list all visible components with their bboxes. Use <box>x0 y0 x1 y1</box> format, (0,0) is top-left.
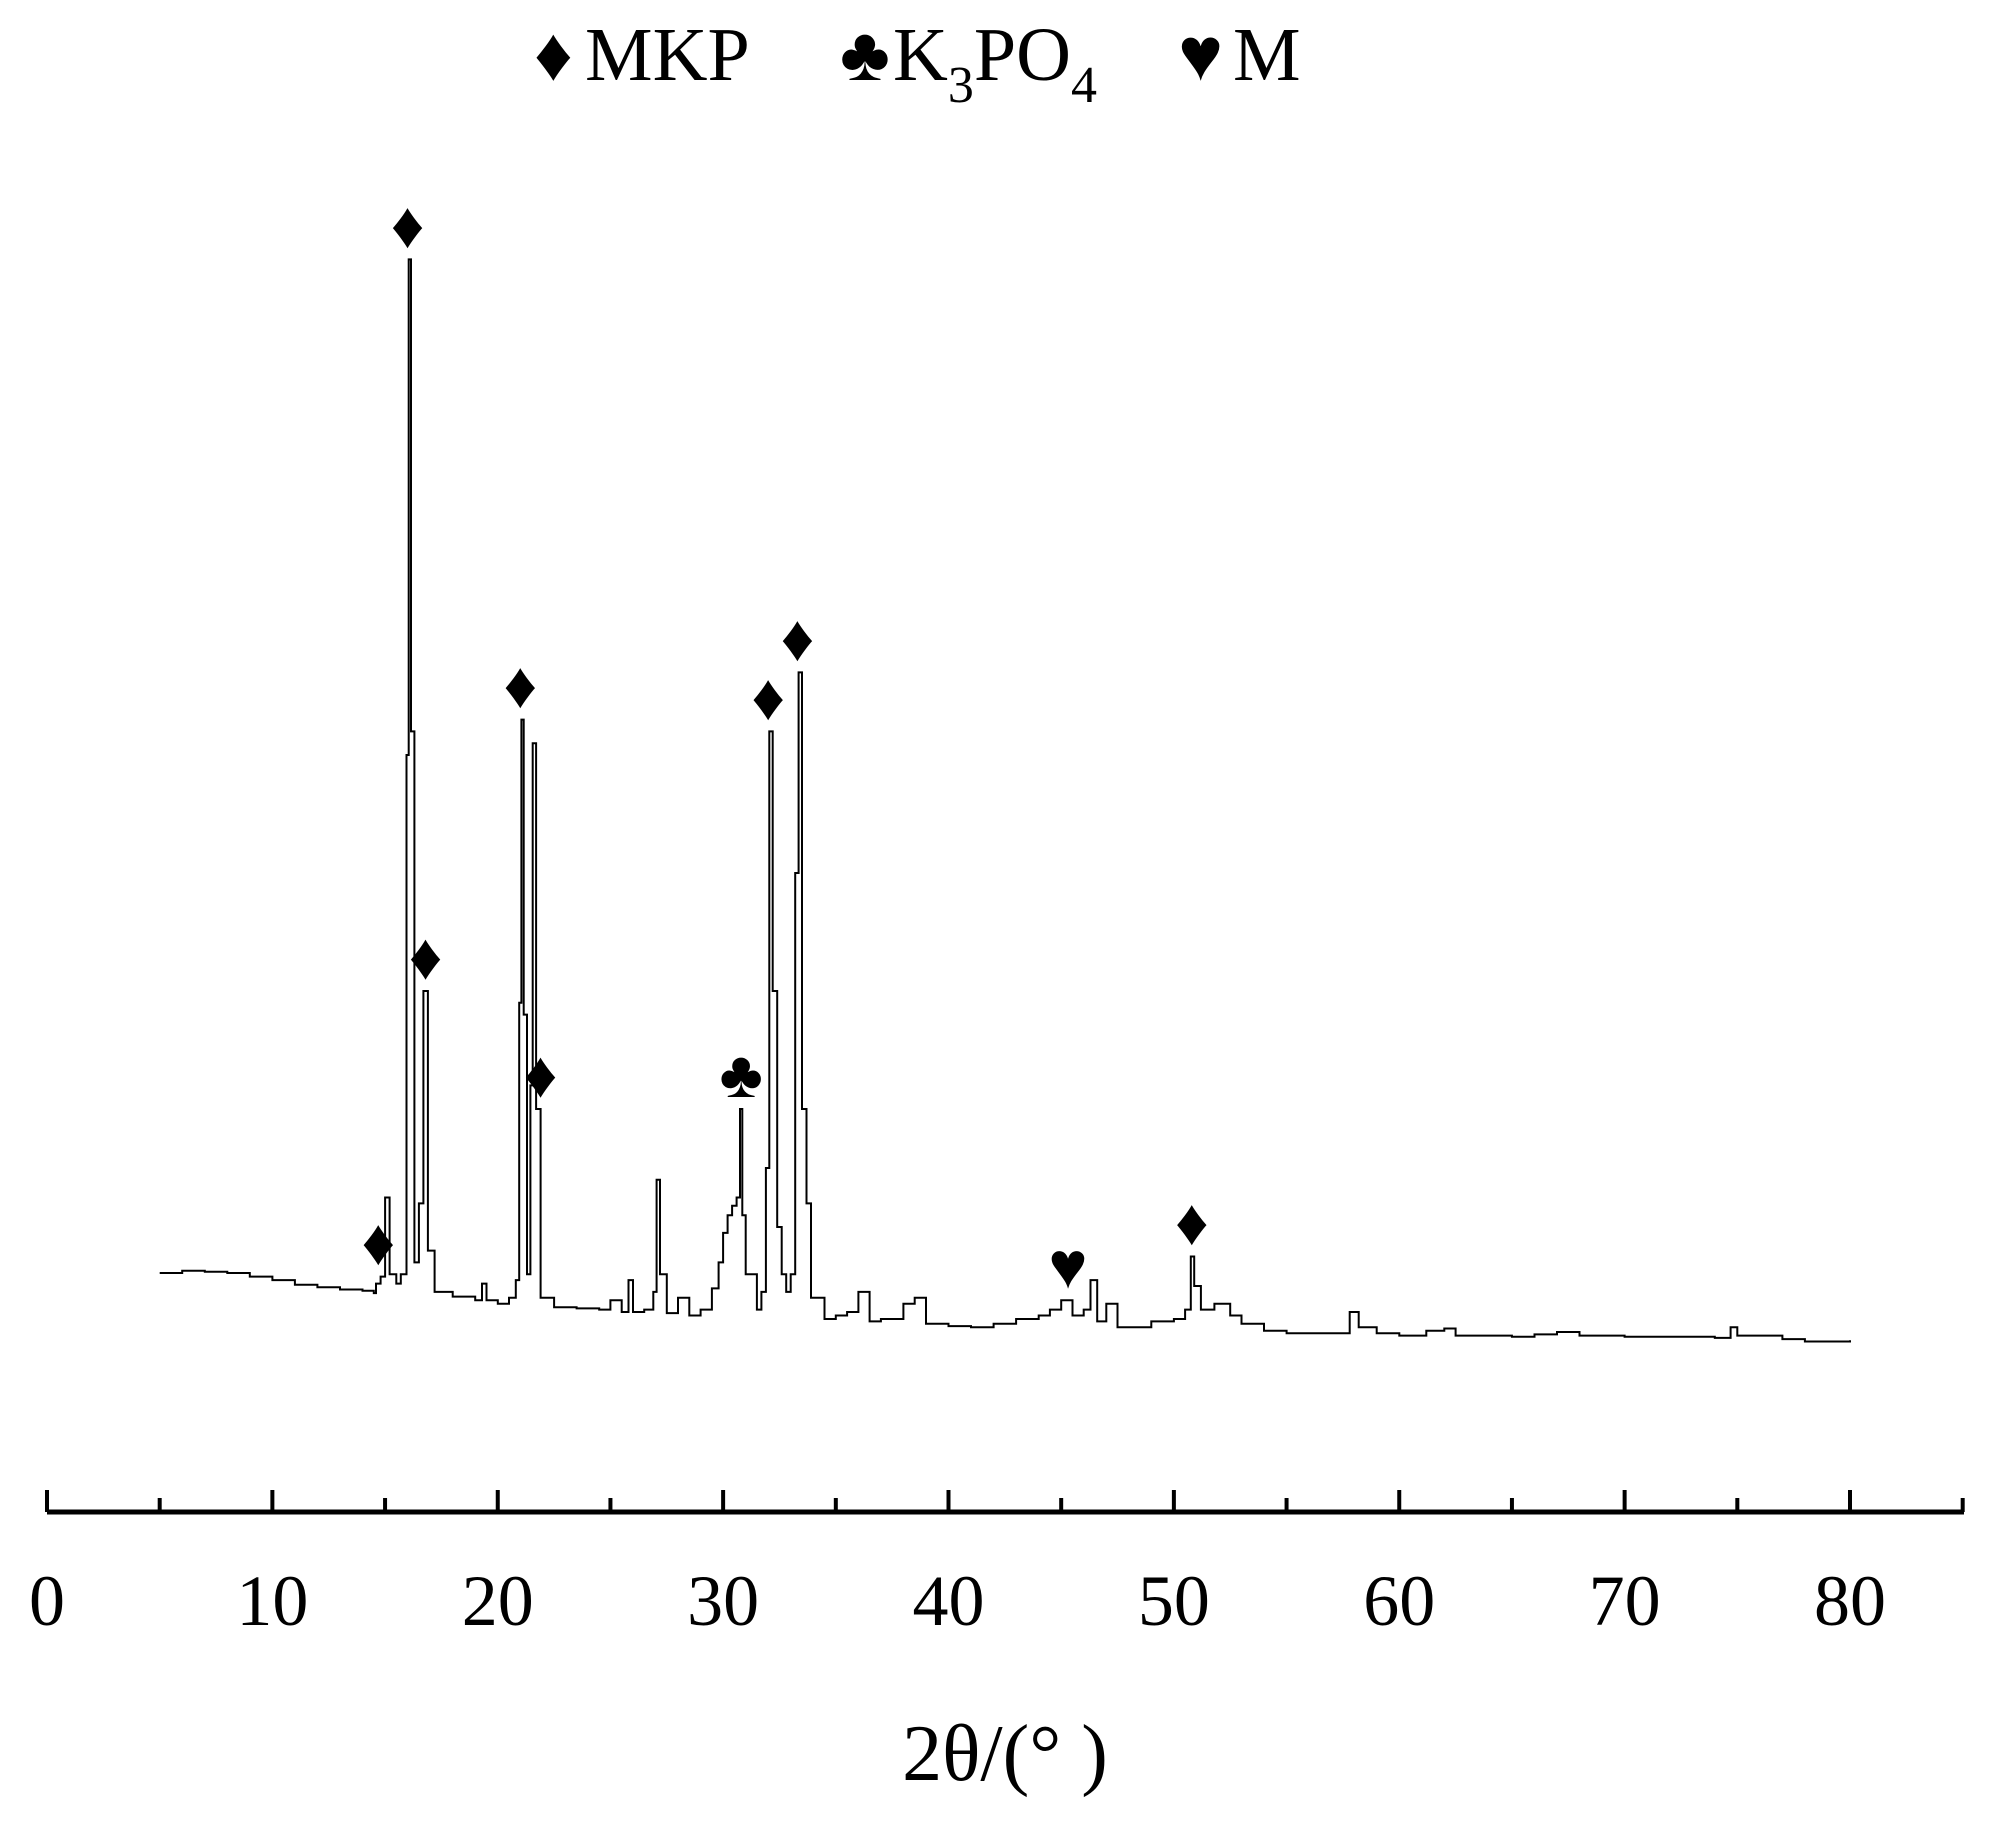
peak-markers: ♦♦♦♦♦ ♣♦♦♥♦ <box>361 189 1208 1303</box>
xrd-pattern-line <box>159 258 1851 1343</box>
peak-marker-diamond-icon: ♦ <box>524 1039 558 1112</box>
legend-label-m: M <box>1233 13 1301 97</box>
x-axis: 0 10 20 30 40 50 60 70 80 <box>29 1490 1965 1641</box>
x-axis-title: 2θ/(° ) <box>902 1710 1108 1798</box>
peak-marker-club-icon: ♣ <box>719 1039 762 1112</box>
legend-label-po: PO <box>974 13 1071 97</box>
peak-marker-diamond-icon: ♦ <box>361 1207 395 1280</box>
x-tick-label: 40 <box>913 1561 985 1641</box>
legend-symbol-club-icon: ♣ <box>840 13 890 97</box>
peak-marker-diamond-icon: ♦ <box>751 661 785 734</box>
legend-item-k3po4: ♣ K3PO4 <box>840 13 1097 114</box>
legend-item-m: ♥ M <box>1178 13 1301 97</box>
peak-marker-diamond-icon: ♦ <box>391 189 425 262</box>
x-tick-label: 80 <box>1814 1561 1886 1641</box>
peak-marker-diamond-icon: ♦ <box>409 921 443 994</box>
peak-marker-diamond-icon: ♦ <box>781 602 815 675</box>
peak-marker-heart-icon: ♥ <box>1048 1230 1087 1303</box>
x-tick-labels: 0 10 20 30 40 50 60 70 80 <box>29 1561 1886 1641</box>
legend-item-mkp: ♦ MKP <box>534 13 750 97</box>
svg-text:K3PO4: K3PO4 <box>893 13 1097 114</box>
x-tick-label: 50 <box>1138 1561 1210 1641</box>
legend: ♦ MKP ♣ K3PO4 ♥ M <box>534 13 1301 114</box>
legend-sub-4: 4 <box>1071 57 1097 114</box>
x-tick-label: 30 <box>687 1561 759 1641</box>
legend-label-k: K <box>893 13 948 97</box>
x-ticks <box>45 1490 1965 1512</box>
x-tick-label: 10 <box>236 1561 308 1641</box>
plot-area: ♦♦♦♦♦ ♣♦♦♥♦ <box>159 189 1851 1343</box>
x-tick-label: 60 <box>1363 1561 1435 1641</box>
peak-marker-diamond-icon: ♦ <box>1175 1187 1209 1260</box>
legend-symbol-heart-icon: ♥ <box>1178 13 1223 97</box>
legend-symbol-diamond-icon: ♦ <box>534 13 573 97</box>
legend-label-mkp: MKP <box>585 13 750 97</box>
x-tick-label: 70 <box>1589 1561 1661 1641</box>
legend-sub-3: 3 <box>948 57 974 114</box>
x-tick-label: 20 <box>462 1561 534 1641</box>
x-tick-label: 0 <box>29 1561 65 1641</box>
peak-marker-diamond-icon: ♦ <box>503 650 537 723</box>
